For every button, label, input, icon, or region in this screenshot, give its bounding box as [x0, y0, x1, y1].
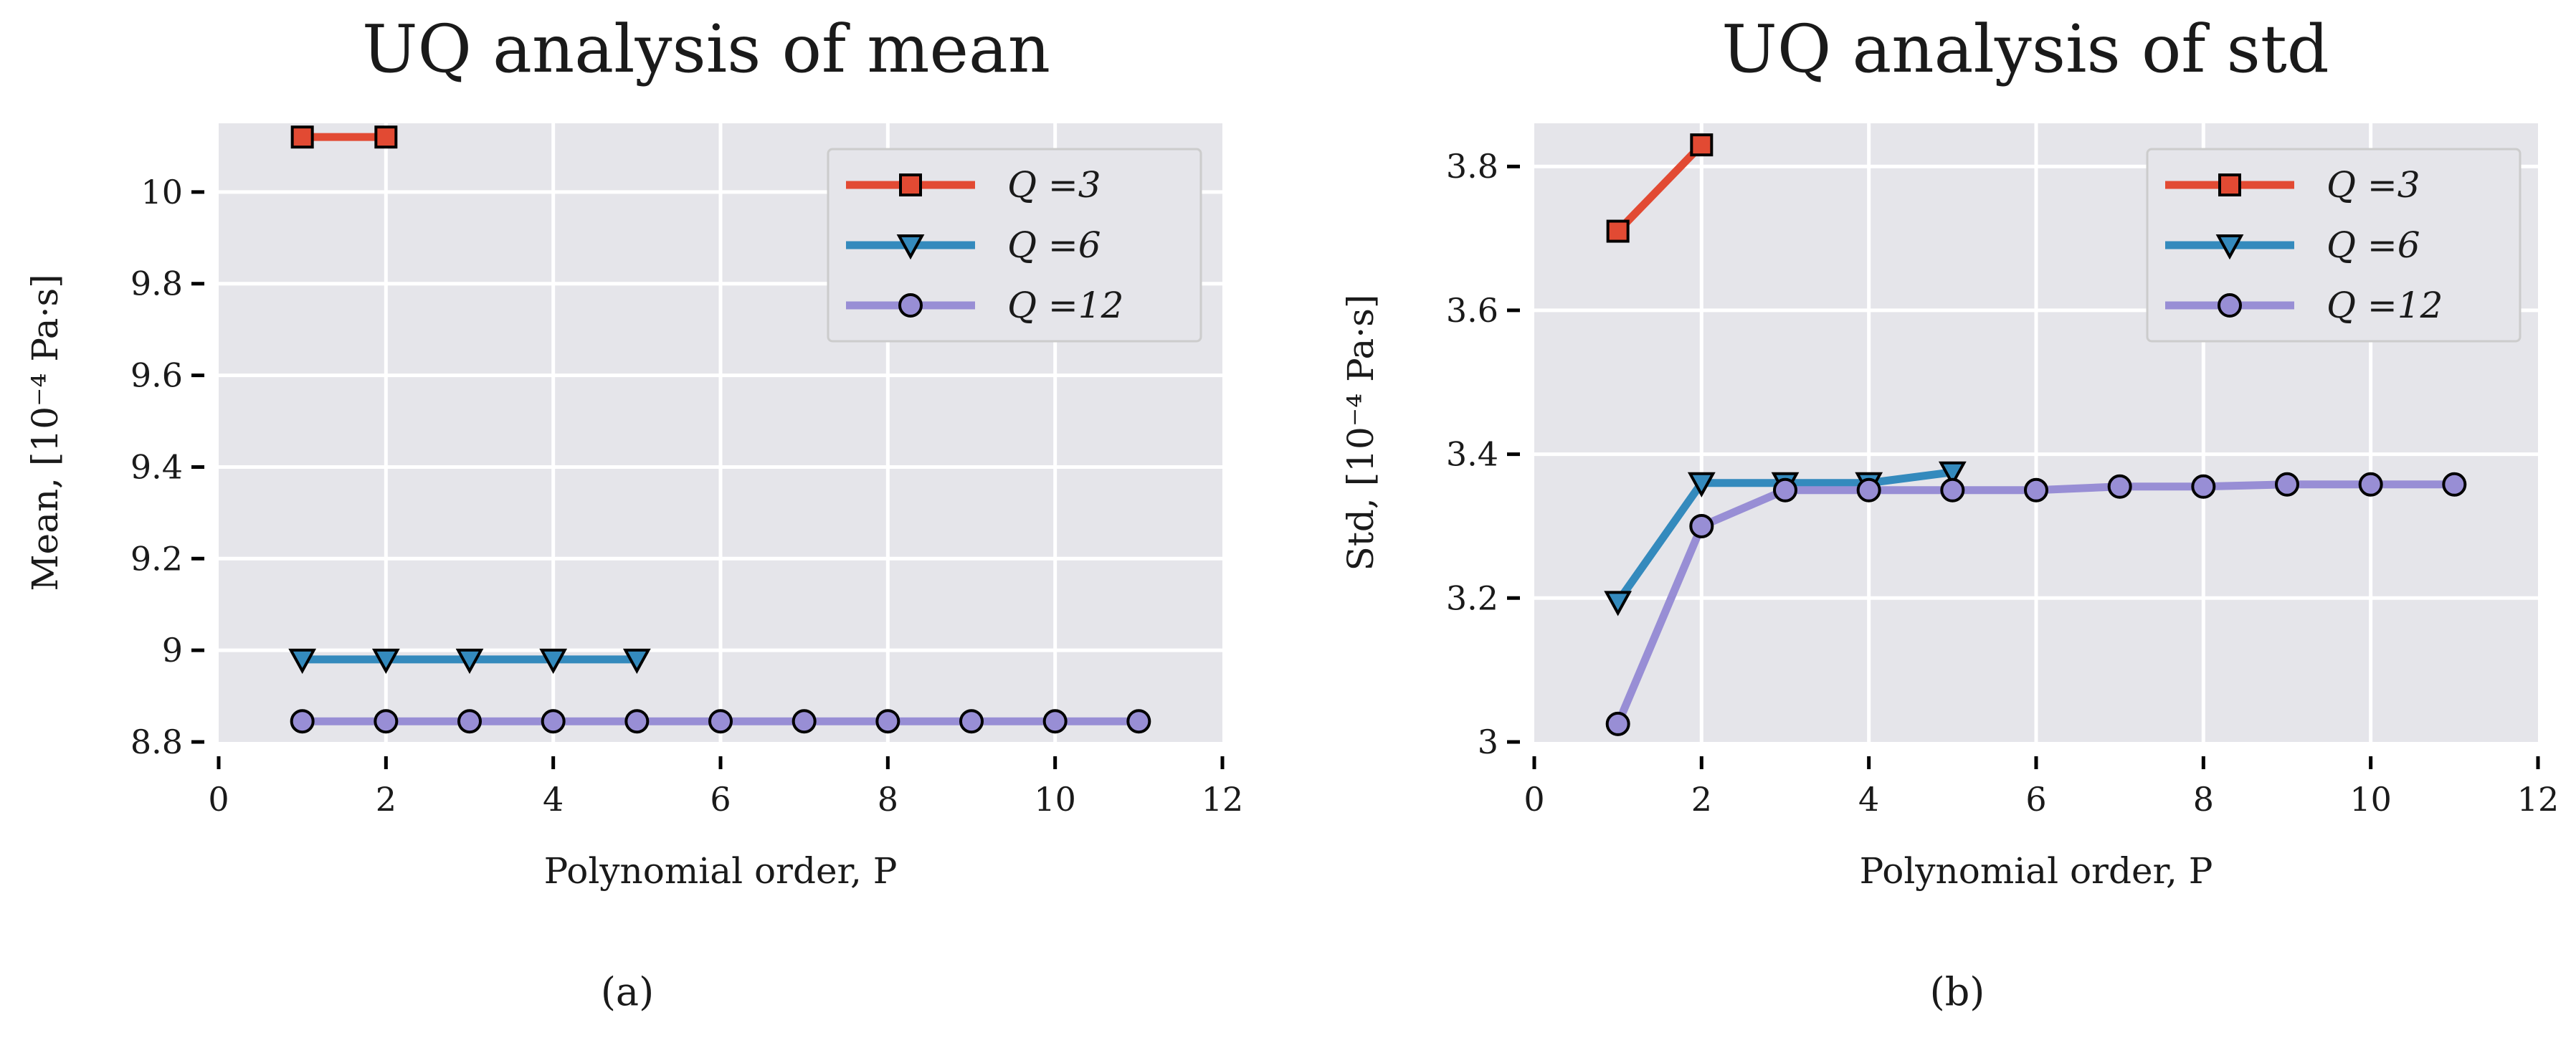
mean-data-point [371, 648, 400, 675]
mean-x-tick-label: 2 [376, 780, 396, 819]
std-series-2 [1605, 472, 2467, 736]
std-panel-caption: (b) [1930, 969, 1985, 1014]
std-legend-marker [2218, 293, 2242, 318]
mean-data-point [290, 125, 314, 149]
mean-data-point [290, 709, 315, 734]
std-data-point [2275, 472, 2299, 497]
std-legend-box [2146, 148, 2522, 343]
mean-legend-label: Q =6 [1007, 224, 1101, 266]
std-data-point [1606, 219, 1630, 243]
std-y-axis-label: Std, [10⁻⁴ Pa·s] [1340, 295, 1382, 571]
std-data-point [1856, 477, 1881, 503]
mean-legend: Q =3 Q =6 Q =12 [827, 148, 1202, 343]
mean-data-point [875, 709, 900, 734]
std-chart-panel: UQ analysis of std 0 2 4 6 8 10 12 3 3.2 3.4 3.6 3.8… [1340, 11, 2559, 1014]
std-x-tick-label: 10 [2349, 780, 2392, 819]
mean-y-tick-label: 9.8 [130, 265, 183, 303]
std-data-point [1687, 472, 1716, 497]
std-chart-title: UQ analysis of std [1721, 11, 2329, 87]
mean-series-0 [290, 125, 398, 149]
std-y-tick-label: 3.2 [1446, 578, 1498, 617]
mean-legend-label: Q =3 [1007, 164, 1101, 206]
std-data-point [1604, 591, 1632, 616]
std-series-0 [1606, 133, 1714, 243]
std-series-line [1614, 141, 1706, 236]
mean-chart-panel: UQ analysis of mean 0 2 4 6 8 10 12 8.8 9 9.2 9.4 9.… [24, 11, 1243, 1014]
mean-chart-title: UQ analysis of mean [362, 11, 1050, 87]
std-data-point [1605, 711, 1630, 736]
std-data-point [2024, 477, 2048, 503]
mean-y-tick-label: 10 [141, 173, 183, 211]
mean-data-point [622, 648, 651, 675]
mean-data-point [708, 709, 733, 734]
mean-data-point [541, 709, 566, 734]
mean-legend-label: Q =12 [1007, 285, 1123, 326]
mean-legend-marker [896, 234, 925, 260]
mean-data-point [457, 709, 482, 734]
mean-x-axis-label: Polynomial order, P [544, 850, 898, 892]
std-legend-marker [2218, 173, 2241, 196]
mean-data-point [539, 648, 568, 675]
std-x-tick-label: 2 [1691, 780, 1712, 819]
mean-x-tick-label: 12 [1202, 780, 1244, 819]
mean-legend-marker [899, 173, 922, 196]
mean-x-tick-label: 8 [878, 780, 898, 819]
std-data-point [1940, 477, 1965, 503]
mean-data-point [455, 648, 484, 675]
mean-x-tick-label: 0 [208, 780, 229, 819]
mean-data-point [288, 648, 317, 675]
std-legend-label: Q =6 [2327, 224, 2420, 266]
std-x-axis-label: Polynomial order, P [1860, 850, 2213, 892]
std-y-tick-label: 3 [1478, 723, 1498, 761]
mean-data-point [1126, 709, 1151, 734]
mean-x-tick-label: 6 [710, 780, 731, 819]
mean-y-axis-label: Mean, [10⁻⁴ Pa·s] [24, 274, 66, 591]
std-y-tick-label: 3.8 [1446, 147, 1498, 186]
mean-series-2 [290, 709, 1151, 734]
std-y-tick-label: 3.4 [1446, 435, 1498, 474]
mean-y-tick-label: 9.4 [130, 447, 183, 486]
mean-y-tick-label: 9.6 [130, 356, 183, 395]
std-data-point [1689, 513, 1714, 538]
std-data-point [2107, 474, 2132, 499]
mean-data-point [1042, 709, 1068, 734]
mean-data-point [792, 709, 817, 734]
std-data-point [1773, 477, 1797, 503]
std-data-point [2358, 472, 2383, 497]
std-data-point [2442, 472, 2467, 497]
mean-series-1 [288, 648, 651, 675]
mean-data-point [624, 709, 650, 734]
mean-x-tick-label: 10 [1034, 780, 1076, 819]
mean-data-point [374, 709, 399, 734]
std-legend-label: Q =3 [2327, 164, 2420, 206]
std-legend-marker [2215, 234, 2244, 260]
mean-y-tick-label: 9 [162, 631, 183, 670]
std-data-point [2191, 474, 2216, 499]
std-x-tick-label: 0 [1524, 780, 1544, 819]
std-data-point [1938, 461, 1967, 487]
std-x-tick-label: 12 [2517, 780, 2560, 819]
mean-legend-marker [898, 293, 923, 318]
mean-data-point [959, 709, 984, 734]
mean-legend-box [827, 148, 1202, 343]
mean-y-tick-label: 9.2 [130, 539, 183, 578]
std-x-tick-label: 4 [1858, 780, 1879, 819]
std-legend-label: Q =12 [2327, 285, 2443, 326]
std-x-tick-label: 6 [2025, 780, 2046, 819]
std-y-tick-label: 3.6 [1446, 291, 1498, 330]
mean-panel-caption: (a) [601, 969, 654, 1014]
mean-y-tick-label: 8.8 [130, 723, 183, 761]
mean-x-tick-label: 4 [543, 780, 564, 819]
mean-data-point [374, 125, 398, 149]
std-data-point [1690, 133, 1714, 157]
std-legend: Q =3 Q =6 Q =12 [2146, 148, 2522, 343]
std-x-tick-label: 8 [2193, 780, 2214, 819]
